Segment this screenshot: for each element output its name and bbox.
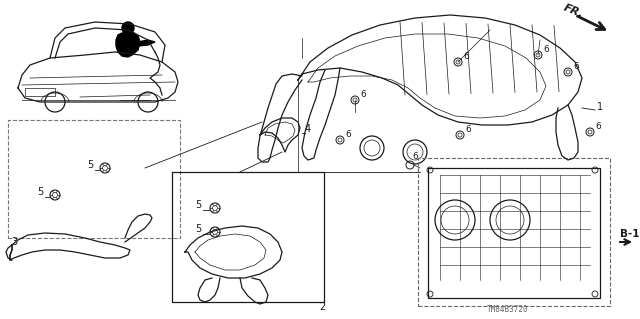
Text: 6: 6: [573, 62, 579, 71]
Text: TM84B3720: TM84B3720: [487, 305, 529, 314]
Circle shape: [122, 22, 134, 34]
Text: 1: 1: [597, 102, 603, 112]
Text: 6: 6: [360, 90, 365, 99]
Text: 5: 5: [87, 160, 93, 170]
Polygon shape: [116, 32, 140, 57]
Text: 3: 3: [11, 237, 17, 247]
Bar: [25, 88, 55, 96]
Text: 5: 5: [195, 224, 201, 234]
Bar: [428, 168, 600, 298]
Text: 6: 6: [463, 52, 468, 61]
Bar: [418, 158, 610, 306]
Polygon shape: [138, 40, 155, 46]
Text: 2: 2: [319, 302, 325, 312]
Text: 4: 4: [305, 124, 311, 134]
Bar: [172, 172, 324, 302]
Text: 6: 6: [543, 45, 548, 54]
Text: FR.: FR.: [562, 3, 585, 20]
Text: B-17-20: B-17-20: [620, 229, 640, 239]
Text: 5: 5: [195, 200, 201, 210]
Bar: [8, 120, 180, 238]
Text: 6: 6: [412, 152, 418, 161]
Text: 6: 6: [345, 130, 351, 139]
Text: 5: 5: [37, 187, 44, 197]
Text: 6: 6: [595, 122, 601, 131]
Text: 6: 6: [465, 125, 471, 134]
